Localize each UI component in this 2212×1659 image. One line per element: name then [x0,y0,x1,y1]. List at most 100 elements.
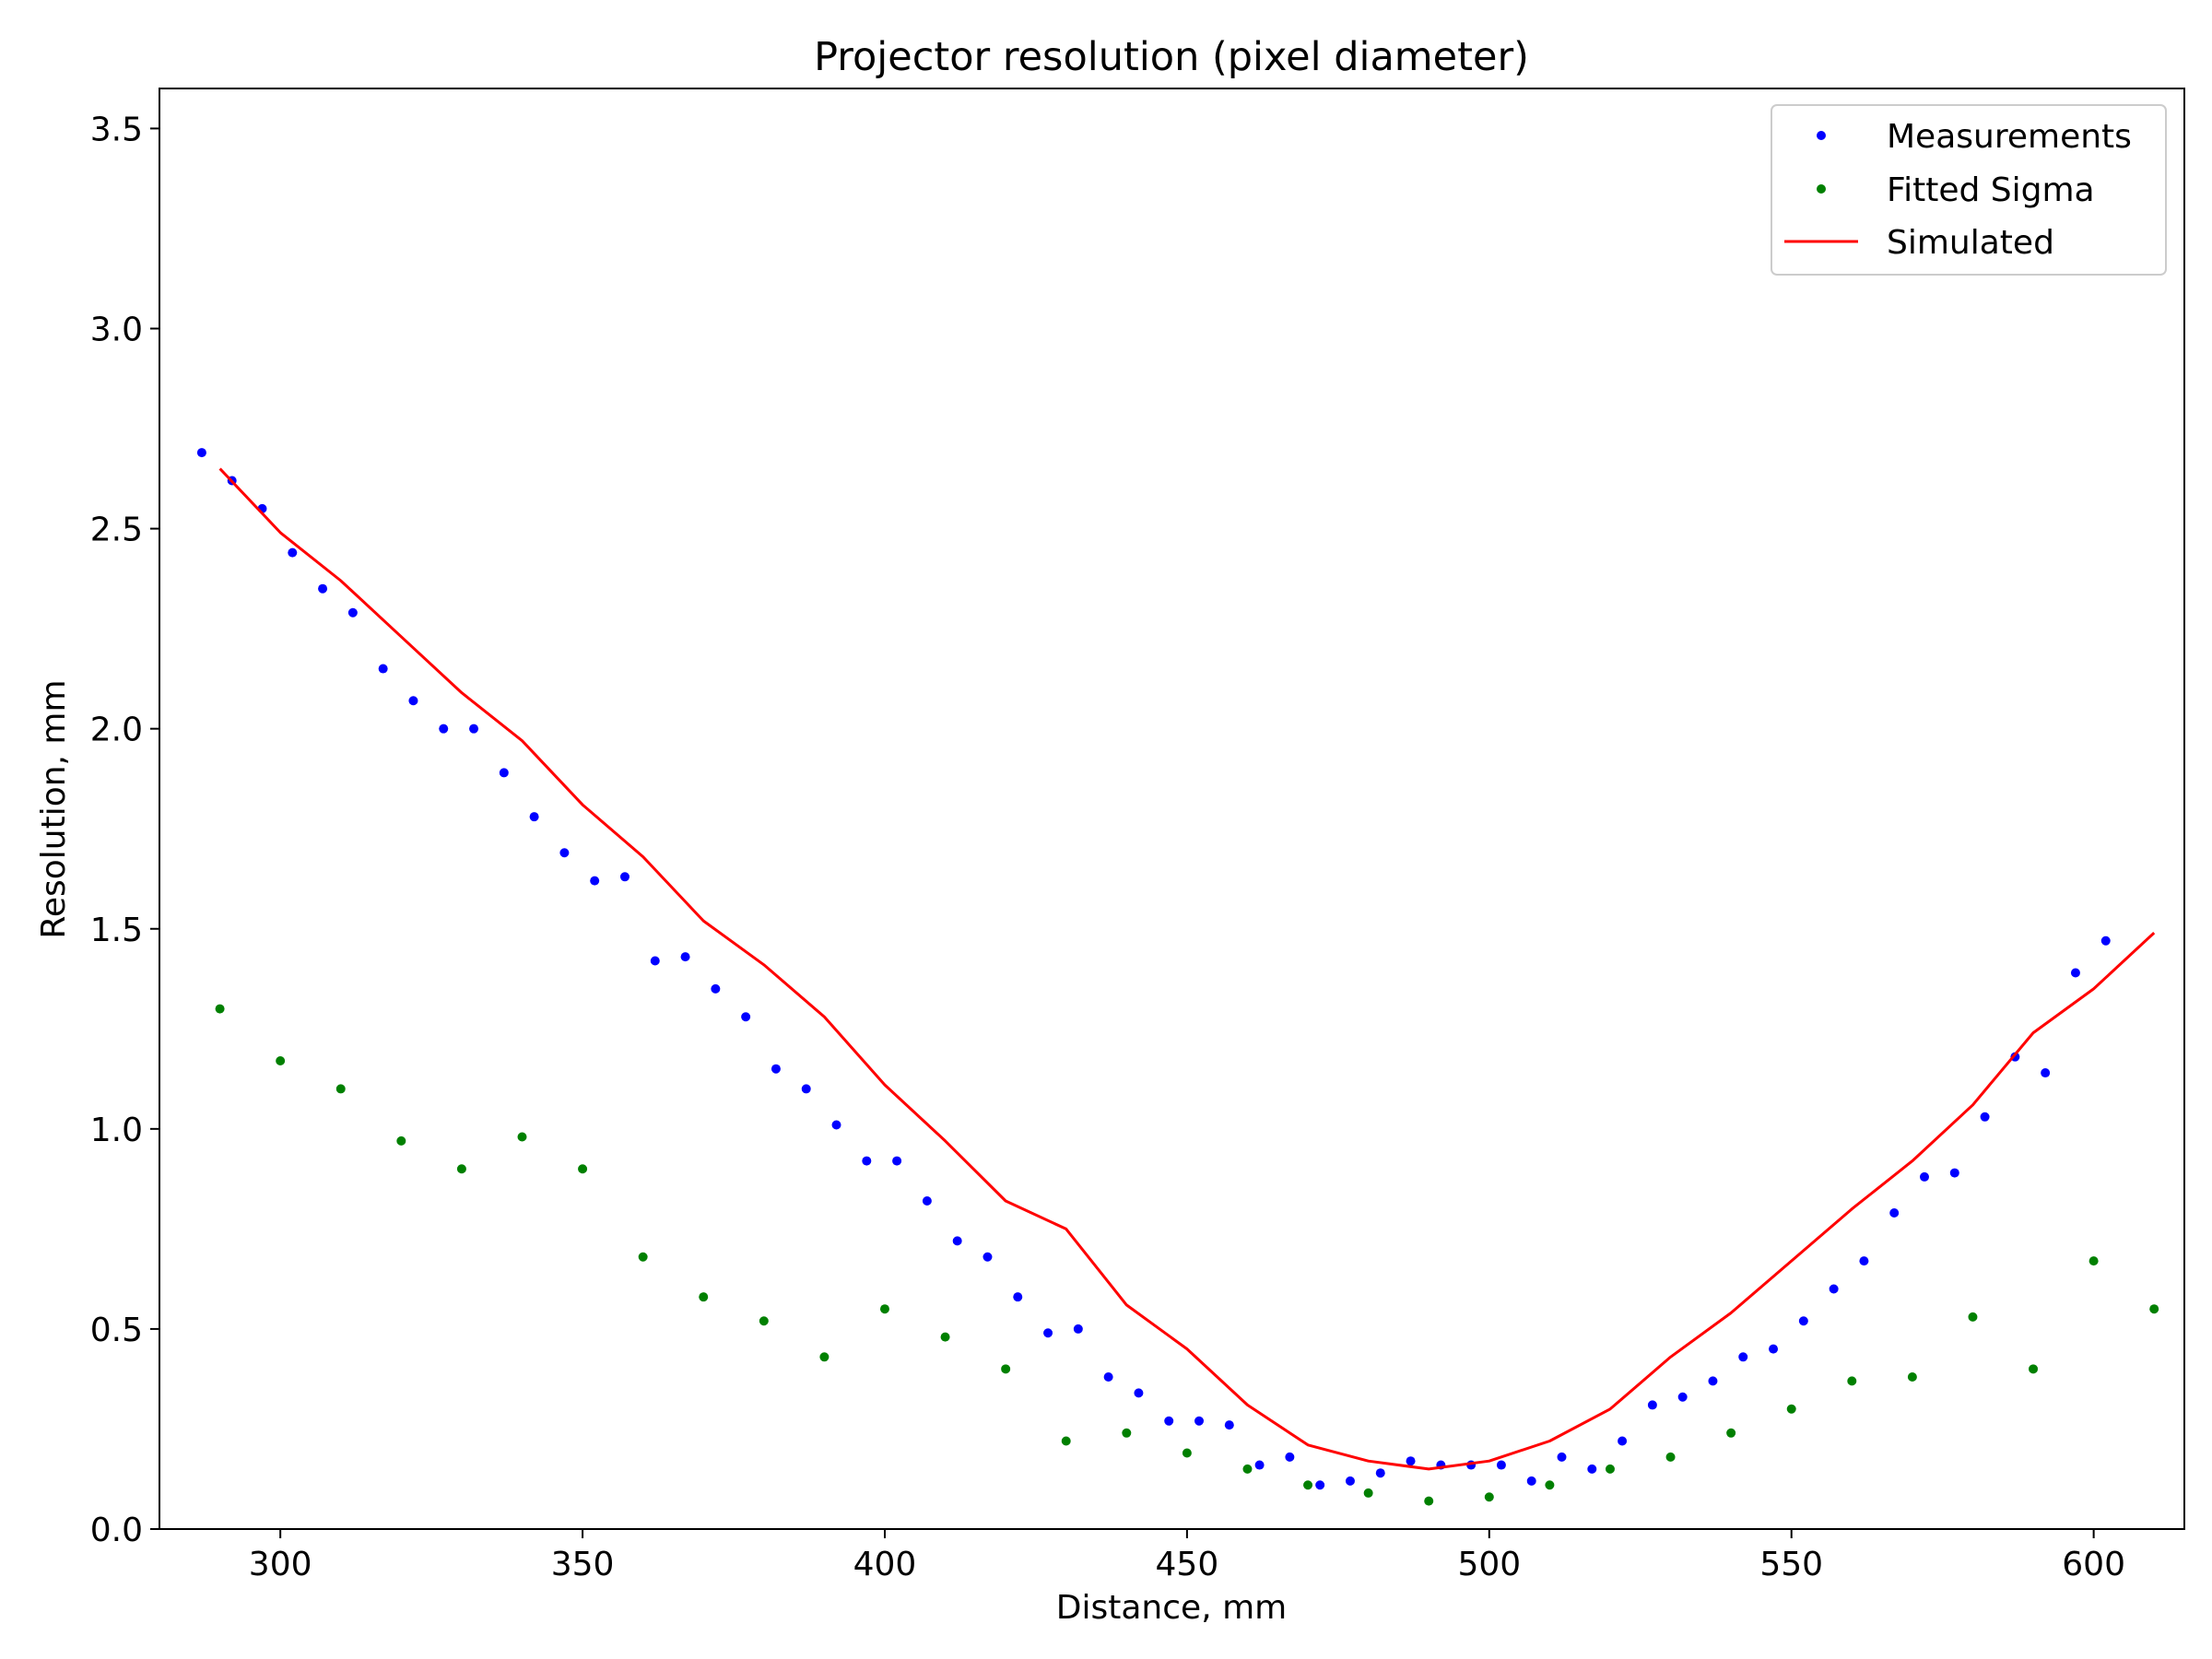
axes-frame [159,88,2185,1530]
point-fitted-sigma [1061,1436,1071,1446]
point-measurements [1798,1316,1808,1326]
point-fitted-sigma [335,1084,346,1094]
point-fitted-sigma [1665,1452,1676,1462]
point-measurements [1919,1171,1929,1182]
point-measurements [1043,1328,1053,1338]
point-measurements [559,848,570,858]
point-fitted-sigma [1786,1404,1796,1414]
point-measurements [499,768,509,778]
point-fitted-sigma [1484,1492,1494,1502]
line-vertex-simulated [1911,1159,1913,1162]
line-vertex-simulated [339,580,342,582]
line-vertex-simulated [1730,1312,1733,1314]
point-fitted-sigma [1605,1464,1615,1474]
line-vertex-simulated [2092,987,2095,990]
point-fitted-sigma [940,1332,950,1342]
point-fitted-sigma [879,1304,889,1314]
point-measurements [590,876,600,886]
point-measurements [1829,1284,1839,1294]
legend: Measurements Fitted Sigma Simulated [1771,104,2167,276]
point-fitted-sigma [1907,1372,1917,1382]
line-vertex-simulated [1125,1303,1128,1306]
point-measurements [1738,1352,1748,1362]
legend-frame [1771,104,2167,276]
point-measurements [1345,1476,1355,1486]
line-vertex-simulated [218,467,221,470]
line-vertex-simulated [762,963,765,966]
legend-marker-measurements [1817,131,1826,140]
point-measurements [2100,935,2111,946]
point-measurements [862,1156,872,1166]
line-vertex-simulated [702,920,705,923]
y-tick-label: 3.0 [90,312,143,349]
y-tick-label: 0.0 [90,1512,143,1549]
y-tick-label: 2.0 [90,712,143,749]
point-measurements [288,547,298,558]
point-measurements [318,583,328,594]
point-fitted-sigma [1847,1376,1857,1386]
point-measurements [1949,1168,1959,1178]
x-axis-label: Distance, mm [1056,1589,1287,1627]
legend-label-fitted-sigma: Fitted Sigma [1887,171,2095,209]
line-vertex-simulated [1185,1347,1188,1350]
y-tick-label: 1.0 [90,1112,143,1149]
y-tick-label: 1.5 [90,912,143,949]
point-fitted-sigma [2088,1256,2099,1266]
line-vertex-simulated [1428,1467,1430,1470]
line-vertex-simulated [1488,1460,1490,1463]
legend-marker-fitted-sigma [1817,184,1826,194]
point-measurements [469,724,479,734]
chart-title: Projector resolution (pixel diameter) [814,34,1529,80]
point-measurements [196,448,206,458]
point-measurements [378,664,388,674]
legend-label-simulated: Simulated [1887,224,2054,262]
point-measurements [680,952,690,962]
point-measurements [1496,1460,1506,1470]
point-measurements [1194,1416,1205,1426]
point-measurements [347,607,358,618]
point-measurements [408,696,418,706]
point-measurements [650,956,660,966]
point-measurements [1224,1420,1234,1430]
axes-ticks: 300 350 400 450 500 550 600 0.0 0.5 1.0 1.5 2.0 2.5 3… [90,111,2125,1583]
point-measurements [1285,1452,1295,1462]
point-fitted-sigma [215,1004,225,1014]
x-tick-label: 600 [2062,1546,2125,1583]
point-fitted-sigma [578,1164,588,1174]
point-fitted-sigma [759,1316,769,1326]
point-measurements [1677,1392,1688,1402]
line-vertex-simulated [2153,932,2156,935]
line-vertex-simulated [1548,1440,1551,1442]
line-vertex-simulated [1971,1103,1974,1106]
point-measurements [1315,1480,1325,1490]
y-tick-label: 3.5 [90,111,143,148]
point-measurements [529,812,539,822]
x-tick-label: 300 [249,1546,312,1583]
point-fitted-sigma [638,1252,648,1262]
point-fitted-sigma [517,1132,527,1142]
point-measurements [1618,1436,1628,1446]
point-measurements [1557,1452,1567,1462]
point-measurements [982,1252,993,1262]
line-vertex-simulated [1608,1407,1611,1410]
point-measurements [1859,1256,1869,1266]
point-measurements [1073,1324,1083,1334]
point-measurements [1254,1460,1265,1470]
point-measurements [711,983,721,994]
point-measurements [1526,1476,1536,1486]
point-measurements [1980,1112,1990,1122]
y-tick-label: 0.5 [90,1312,143,1349]
point-measurements [952,1236,962,1246]
point-fitted-sigma [1122,1428,1132,1438]
y-tick-label: 2.5 [90,512,143,549]
x-tick-label: 550 [1759,1546,1823,1583]
line-vertex-simulated [1005,1199,1007,1202]
point-measurements [801,1084,811,1094]
line-vertex-simulated [641,855,644,858]
point-measurements [771,1064,781,1074]
line-vertex-simulated [400,635,403,638]
line-vertex-simulated [944,1139,947,1142]
line-vertex-simulated [1669,1356,1672,1359]
